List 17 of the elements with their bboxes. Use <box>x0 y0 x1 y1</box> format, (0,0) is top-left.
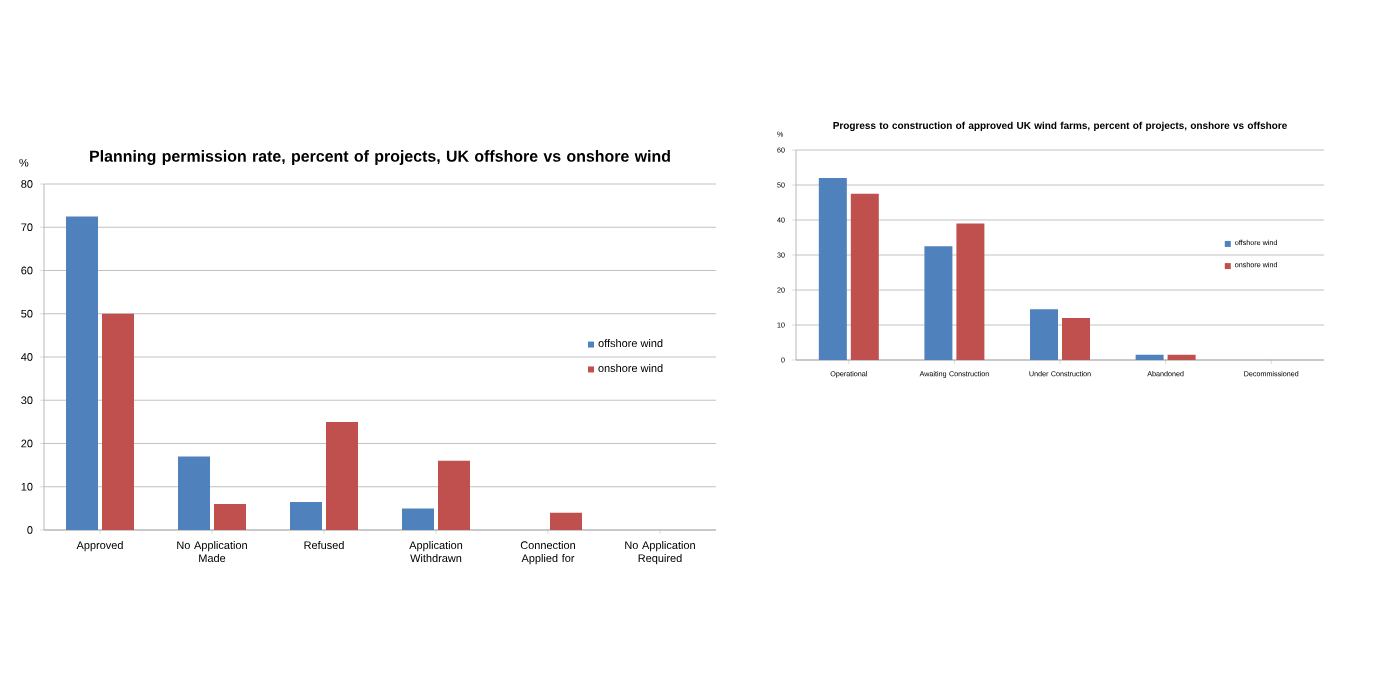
bar <box>178 456 211 530</box>
bar <box>66 216 99 530</box>
bar <box>437 460 470 530</box>
bar <box>402 508 435 530</box>
bar <box>1167 354 1196 360</box>
bar <box>1135 354 1164 360</box>
bar <box>924 246 953 360</box>
bar <box>325 421 358 530</box>
bar <box>1062 318 1090 360</box>
bar <box>549 512 582 530</box>
bar <box>818 178 847 360</box>
bar <box>213 504 246 530</box>
bar <box>1030 309 1059 360</box>
bar <box>956 223 985 360</box>
bar <box>101 313 134 530</box>
bar <box>850 193 879 360</box>
bar <box>290 501 323 530</box>
